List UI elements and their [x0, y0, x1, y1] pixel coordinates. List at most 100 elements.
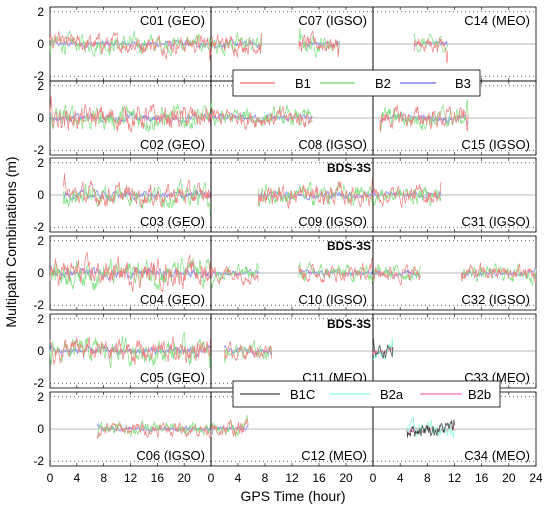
- series-b1-line: [96, 422, 212, 439]
- series-b2-line: [96, 419, 212, 439]
- y-axis-title: Multipath Combinations (m): [3, 156, 19, 327]
- series-b2-line: [210, 101, 313, 127]
- series-b2-line: [257, 181, 374, 207]
- series-b1-line: [379, 104, 469, 133]
- panel-label: C31 (IGSO): [461, 214, 530, 229]
- series-b3-line: [49, 343, 212, 358]
- series-b1-line: [224, 341, 273, 362]
- series-b1-line: [210, 418, 249, 438]
- series-b1-line: [63, 172, 212, 209]
- legend-b1-label: B1: [295, 76, 311, 91]
- y-tick-label: -2: [33, 376, 44, 390]
- panel-label: C06 (IGSO): [136, 448, 205, 463]
- panel-c02: [49, 80, 212, 156]
- x-tick-label: 8: [262, 471, 269, 485]
- y-tick-label: -2: [33, 69, 44, 83]
- panel-label: C07 (IGSO): [298, 13, 367, 28]
- x-tick-label: 24: [529, 471, 543, 485]
- bds-3s-label: BDS-3S: [327, 161, 371, 175]
- x-tick-label: 4: [73, 471, 80, 485]
- series-b3-line: [49, 39, 212, 50]
- series-b2-line: [210, 414, 249, 438]
- y-tick-label: 2: [37, 390, 44, 404]
- panel-label: C34 (MEO): [464, 448, 530, 463]
- panel-label: C02 (GEO): [140, 137, 205, 152]
- y-tick-label: 0: [37, 188, 44, 202]
- legend-bottom: B1C B2a B2b: [232, 380, 501, 408]
- series-b1-line: [49, 31, 212, 61]
- x-tick-label: 4: [235, 471, 242, 485]
- panel-c14: [372, 6, 537, 82]
- y-tick-label: -2: [33, 298, 44, 312]
- y-tick-label: 2: [37, 312, 44, 326]
- x-tick-label: 16: [312, 471, 326, 485]
- panel-label: C04 (GEO): [140, 292, 205, 307]
- panel-label: C14 (MEO): [464, 13, 530, 28]
- series-b2-line: [210, 32, 262, 58]
- bds-3s-label: BDS-3S: [327, 239, 371, 253]
- panel-label: C01 (GEO): [140, 13, 205, 28]
- panel-label: C03 (GEO): [140, 214, 205, 229]
- series-b1-line: [49, 336, 212, 365]
- legend-b1c-label: B1C: [290, 387, 315, 402]
- panel-label: C12 (MEO): [301, 448, 367, 463]
- x-tick-label: 8: [100, 471, 107, 485]
- bds-3s-label: BDS-3S: [327, 317, 371, 331]
- legend-b2a-label: B2a: [380, 387, 404, 402]
- legend-b3-label: B3: [455, 76, 471, 91]
- y-tick-label: 2: [37, 79, 44, 93]
- series-b2a-line: [406, 416, 455, 439]
- series-b1-line: [298, 30, 340, 58]
- x-tick-label: 12: [285, 471, 299, 485]
- x-tick-label: 12: [448, 471, 462, 485]
- x-tick-label: 0: [370, 471, 377, 485]
- y-tick-label: 2: [37, 234, 44, 248]
- panel-label: C09 (IGSO): [298, 214, 367, 229]
- x-axis-title: GPS Time (hour): [240, 488, 345, 504]
- legend-b2-label: B2: [375, 76, 391, 91]
- series-b1-line: [460, 262, 537, 284]
- y-tick-label: 2: [37, 156, 44, 170]
- panel-label: C05 (GEO): [140, 370, 205, 385]
- x-tick-label: 16: [151, 471, 165, 485]
- panel-label: C10 (IGSO): [298, 292, 367, 307]
- series-b1-line: [210, 265, 259, 287]
- panel-label: C08 (IGSO): [298, 137, 367, 152]
- x-tick-label: 4: [397, 471, 404, 485]
- series-b1-line: [210, 106, 313, 130]
- panel-label: C32 (IGSO): [461, 292, 530, 307]
- panel-c32: [372, 235, 537, 311]
- panel-c31: [372, 157, 537, 233]
- y-tick-label: 0: [37, 422, 44, 436]
- legend-b2b-label: B2b: [468, 387, 491, 402]
- series-b2-line: [413, 33, 448, 53]
- series-b2-line: [298, 262, 374, 285]
- series-b1c-line: [406, 419, 455, 438]
- series-b2-line: [372, 187, 442, 207]
- series-b1-line: [298, 258, 373, 284]
- series-b1-line: [49, 251, 212, 292]
- series-b1-line: [372, 182, 442, 208]
- legend-top: B1 B2 B3: [232, 69, 481, 97]
- x-tick-label: 16: [475, 471, 489, 485]
- y-tick-label: 0: [37, 266, 44, 280]
- series-b2-line: [298, 27, 340, 59]
- x-tick-label: 20: [177, 471, 191, 485]
- y-tick-label: -2: [33, 454, 44, 468]
- series-b1-line: [413, 37, 449, 64]
- y-tick-label: 2: [37, 5, 44, 19]
- series-b2-line: [49, 331, 212, 369]
- panel-label: C15 (IGSO): [461, 137, 530, 152]
- y-tick-label: 0: [37, 344, 44, 358]
- x-tick-label: 0: [47, 471, 54, 485]
- x-tick-label: 20: [339, 471, 353, 485]
- series-b2-line: [49, 257, 212, 291]
- x-tick-label: 8: [424, 471, 431, 485]
- series-b2-line: [49, 100, 212, 133]
- series-b1c-line: [372, 338, 394, 359]
- series-b1-line: [210, 32, 262, 58]
- x-tick-label: 20: [502, 471, 516, 485]
- x-tick-label: 0: [208, 471, 215, 485]
- x-tick-label: 12: [124, 471, 138, 485]
